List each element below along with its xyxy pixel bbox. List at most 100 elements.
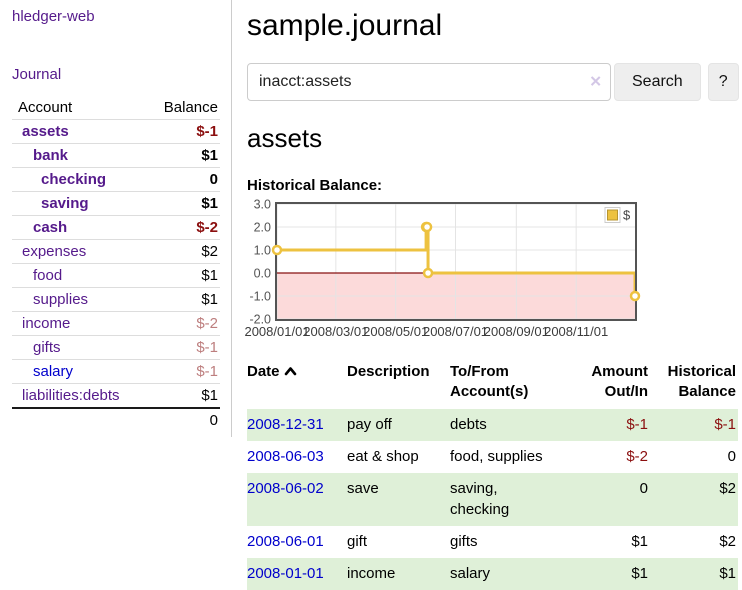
column-header-description: Description — [347, 362, 430, 380]
account-row: gifts $-1 — [12, 335, 220, 359]
nav-journal-link[interactable]: Journal — [12, 66, 62, 83]
sidebar-account-link[interactable]: supplies — [33, 291, 89, 308]
transaction-description: pay off — [347, 415, 392, 433]
transaction-amount: $1 — [631, 532, 648, 550]
main-content: sample.journal ✕ Search ? assets Histori… — [232, 0, 742, 590]
search-form: ✕ Search ? — [247, 63, 742, 101]
transaction-row: 2008-06-02 save saving, checking 0 $2 — [247, 472, 738, 526]
sidebar-account-link[interactable]: bank — [33, 147, 69, 164]
account-balance: $1 — [201, 147, 218, 164]
plot-border — [275, 201, 637, 321]
column-header-to-from: To/From Account(s) — [450, 362, 529, 400]
sort-ascending-icon — [284, 367, 296, 376]
transaction-accounts: food, supplies — [450, 447, 543, 465]
account-row: saving $1 — [12, 191, 220, 215]
sidebar-account-link[interactable]: expenses — [22, 243, 87, 260]
column-header-date[interactable]: Date — [247, 360, 347, 409]
sidebar-account-link[interactable]: assets — [22, 123, 69, 140]
chart-canvas: 3.0 2.0 1.0 0.0 -1.0 -2.02008/01/012008/03/01… — [244, 197, 641, 339]
transaction-balance: 0 — [727, 447, 736, 465]
svg-text:2008/11/01: 2008/11/01 — [544, 324, 608, 339]
clear-search-icon[interactable]: ✕ — [589, 73, 602, 91]
account-balance: $1 — [201, 291, 218, 308]
register-table: Date Description To/From Account(s) Amount Ou… — [247, 360, 738, 590]
svg-text:1.0: 1.0 — [254, 243, 271, 257]
transaction-balance: $2 — [719, 532, 736, 550]
account-row: income $-2 — [12, 311, 220, 335]
transaction-description: save — [347, 479, 379, 497]
transaction-row: 2008-06-03 eat & shop food, supplies $-2 0 — [247, 441, 738, 473]
chart-title: Historical Balance: — [247, 176, 383, 194]
account-row: cash $-2 — [12, 215, 220, 239]
accounts-table-header: Account Balance — [12, 96, 220, 119]
sidebar-account-link[interactable]: saving — [41, 195, 89, 212]
help-button[interactable]: ? — [707, 63, 739, 101]
account-balance: $1 — [201, 267, 218, 284]
transaction-date-link[interactable]: 2008-06-01 — [247, 532, 324, 550]
account-row: expenses $2 — [12, 239, 220, 263]
sidebar-account-link[interactable]: gifts — [33, 339, 61, 356]
transaction-accounts: gifts — [450, 532, 478, 550]
transaction-amount: $-1 — [626, 415, 648, 433]
transaction-date-link[interactable]: 2008-12-31 — [247, 415, 324, 433]
account-column-header: Account — [18, 99, 73, 116]
column-header-historical: Historical Balance — [667, 362, 736, 400]
transaction-date-link[interactable]: 2008-06-03 — [247, 447, 324, 465]
account-row: salary $-1 — [12, 359, 220, 383]
sidebar-account-link[interactable]: liabilities:debts — [22, 387, 120, 404]
historical-balance-chart: 3.0 2.0 1.0 0.0 -1.0 -2.0 2008/01/01 2008/03/01… — [244, 197, 742, 343]
register-header-row: Date Description To/From Account(s) Amount Ou… — [247, 360, 738, 409]
balance-column-header: Balance — [163, 99, 218, 116]
transaction-row: 2008-06-01 gift gifts $1 $2 — [247, 526, 738, 558]
account-balance: $-2 — [196, 315, 218, 332]
data-point-marker — [271, 244, 283, 256]
svg-text:2008/01/01: 2008/01/01 — [244, 324, 309, 339]
sidebar-account-link[interactable]: checking — [41, 171, 107, 188]
sidebar-account-link[interactable]: salary — [33, 363, 74, 380]
transaction-balance: $1 — [719, 564, 736, 582]
sidebar: hledger-web Journal Account Balance asse… — [0, 0, 232, 590]
transaction-amount: $1 — [631, 564, 648, 582]
svg-text:-1.0: -1.0 — [249, 289, 271, 303]
sidebar-account-link[interactable]: food — [33, 267, 63, 284]
column-header-amount: Amount Out/In — [591, 362, 648, 400]
data-point-marker — [421, 221, 433, 233]
transaction-accounts: debts — [450, 415, 487, 433]
app-title-link[interactable]: hledger-web — [12, 8, 95, 25]
search-input-wrap: ✕ — [247, 63, 611, 101]
svg-text:2.0: 2.0 — [254, 220, 271, 234]
search-input[interactable] — [247, 63, 611, 101]
account-balance: $-1 — [196, 339, 218, 356]
sidebar-account-link[interactable]: cash — [33, 219, 68, 236]
account-heading: assets — [247, 123, 323, 153]
svg-text:0.0: 0.0 — [254, 266, 271, 280]
account-rows: assets $-1 bank $1 checking 0 saving $1 cash $-2 e… — [12, 119, 220, 407]
svg-text:2008/09/01: 2008/09/01 — [484, 324, 549, 339]
legend-label: $ — [623, 207, 631, 222]
transaction-date-link[interactable]: 2008-01-01 — [247, 564, 324, 582]
transaction-description: income — [347, 564, 396, 582]
transaction-date-link[interactable]: 2008-06-02 — [247, 479, 324, 497]
svg-text:2008/03/01: 2008/03/01 — [303, 324, 368, 339]
sidebar-account-link[interactable]: income — [22, 315, 71, 332]
svg-text:2008/07/01: 2008/07/01 — [423, 324, 488, 339]
account-balance: $-2 — [196, 219, 218, 236]
svg-text:-2.0: -2.0 — [249, 312, 271, 326]
account-row: bank $1 — [12, 143, 220, 167]
transaction-description: gift — [347, 532, 368, 550]
account-balance: 0 — [209, 171, 218, 188]
account-balance: $1 — [201, 387, 218, 404]
account-balance: $-1 — [196, 123, 218, 140]
search-button[interactable]: Search — [614, 63, 701, 101]
account-row: checking 0 — [12, 167, 220, 191]
transaction-accounts: saving, checking — [450, 479, 510, 518]
transaction-balance: $2 — [719, 479, 736, 497]
account-balance: $-1 — [196, 363, 218, 380]
sidebar-divider — [231, 0, 232, 437]
data-point-marker — [422, 267, 434, 279]
transaction-row: 2008-12-31 pay off debts $-1 $-1 — [247, 408, 738, 441]
transaction-row: 2008-01-01 income salary $1 $1 — [247, 557, 738, 590]
account-row: assets $-1 — [12, 119, 220, 143]
account-row: supplies $1 — [12, 287, 220, 311]
account-balance: $1 — [201, 195, 218, 212]
